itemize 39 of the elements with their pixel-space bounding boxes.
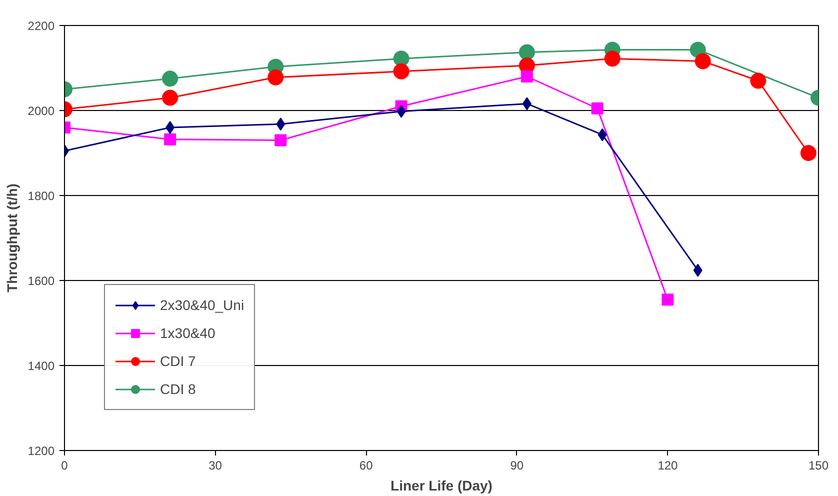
- y-tick-label: 1600: [28, 274, 55, 288]
- y-tick-label: 1800: [28, 189, 55, 203]
- point: [162, 90, 178, 106]
- y-tick-label: 1400: [28, 359, 55, 373]
- point: [522, 97, 532, 110]
- point: [694, 53, 711, 70]
- point: [591, 102, 604, 114]
- point: [162, 70, 178, 87]
- x-tick-label: 90: [510, 458, 524, 472]
- point: [393, 50, 410, 67]
- point: [662, 294, 674, 306]
- x-tick-label: 30: [208, 458, 222, 472]
- x-axis-title: Liner Life (Day): [390, 478, 492, 494]
- legend-label: CDI 8: [160, 381, 196, 397]
- point: [396, 104, 406, 118]
- point: [520, 70, 533, 82]
- x-tick-label: 120: [658, 458, 678, 472]
- y-tick-label: 1200: [28, 444, 55, 458]
- point: [274, 134, 287, 146]
- y-tick-label: 2000: [28, 104, 55, 118]
- x-tick-label: 60: [359, 458, 374, 472]
- legend-label: 2x30&40_Uni: [160, 297, 244, 313]
- y-axis-title: Throughput (t/h): [4, 184, 20, 292]
- point: [164, 133, 176, 146]
- point: [268, 69, 284, 86]
- point: [518, 44, 535, 60]
- point: [750, 72, 766, 89]
- point: [604, 50, 620, 67]
- point: [693, 264, 702, 277]
- legend-label: CDI 7: [160, 353, 196, 369]
- y-tick-label: 2200: [28, 19, 55, 33]
- point: [598, 128, 607, 142]
- point: [276, 118, 286, 131]
- point: [393, 63, 410, 80]
- legend-label: 1x30&40: [160, 325, 216, 341]
- point: [800, 145, 816, 161]
- point: [166, 121, 175, 134]
- x-tick-label: 150: [808, 458, 829, 472]
- x-tick-label: 0: [61, 458, 68, 472]
